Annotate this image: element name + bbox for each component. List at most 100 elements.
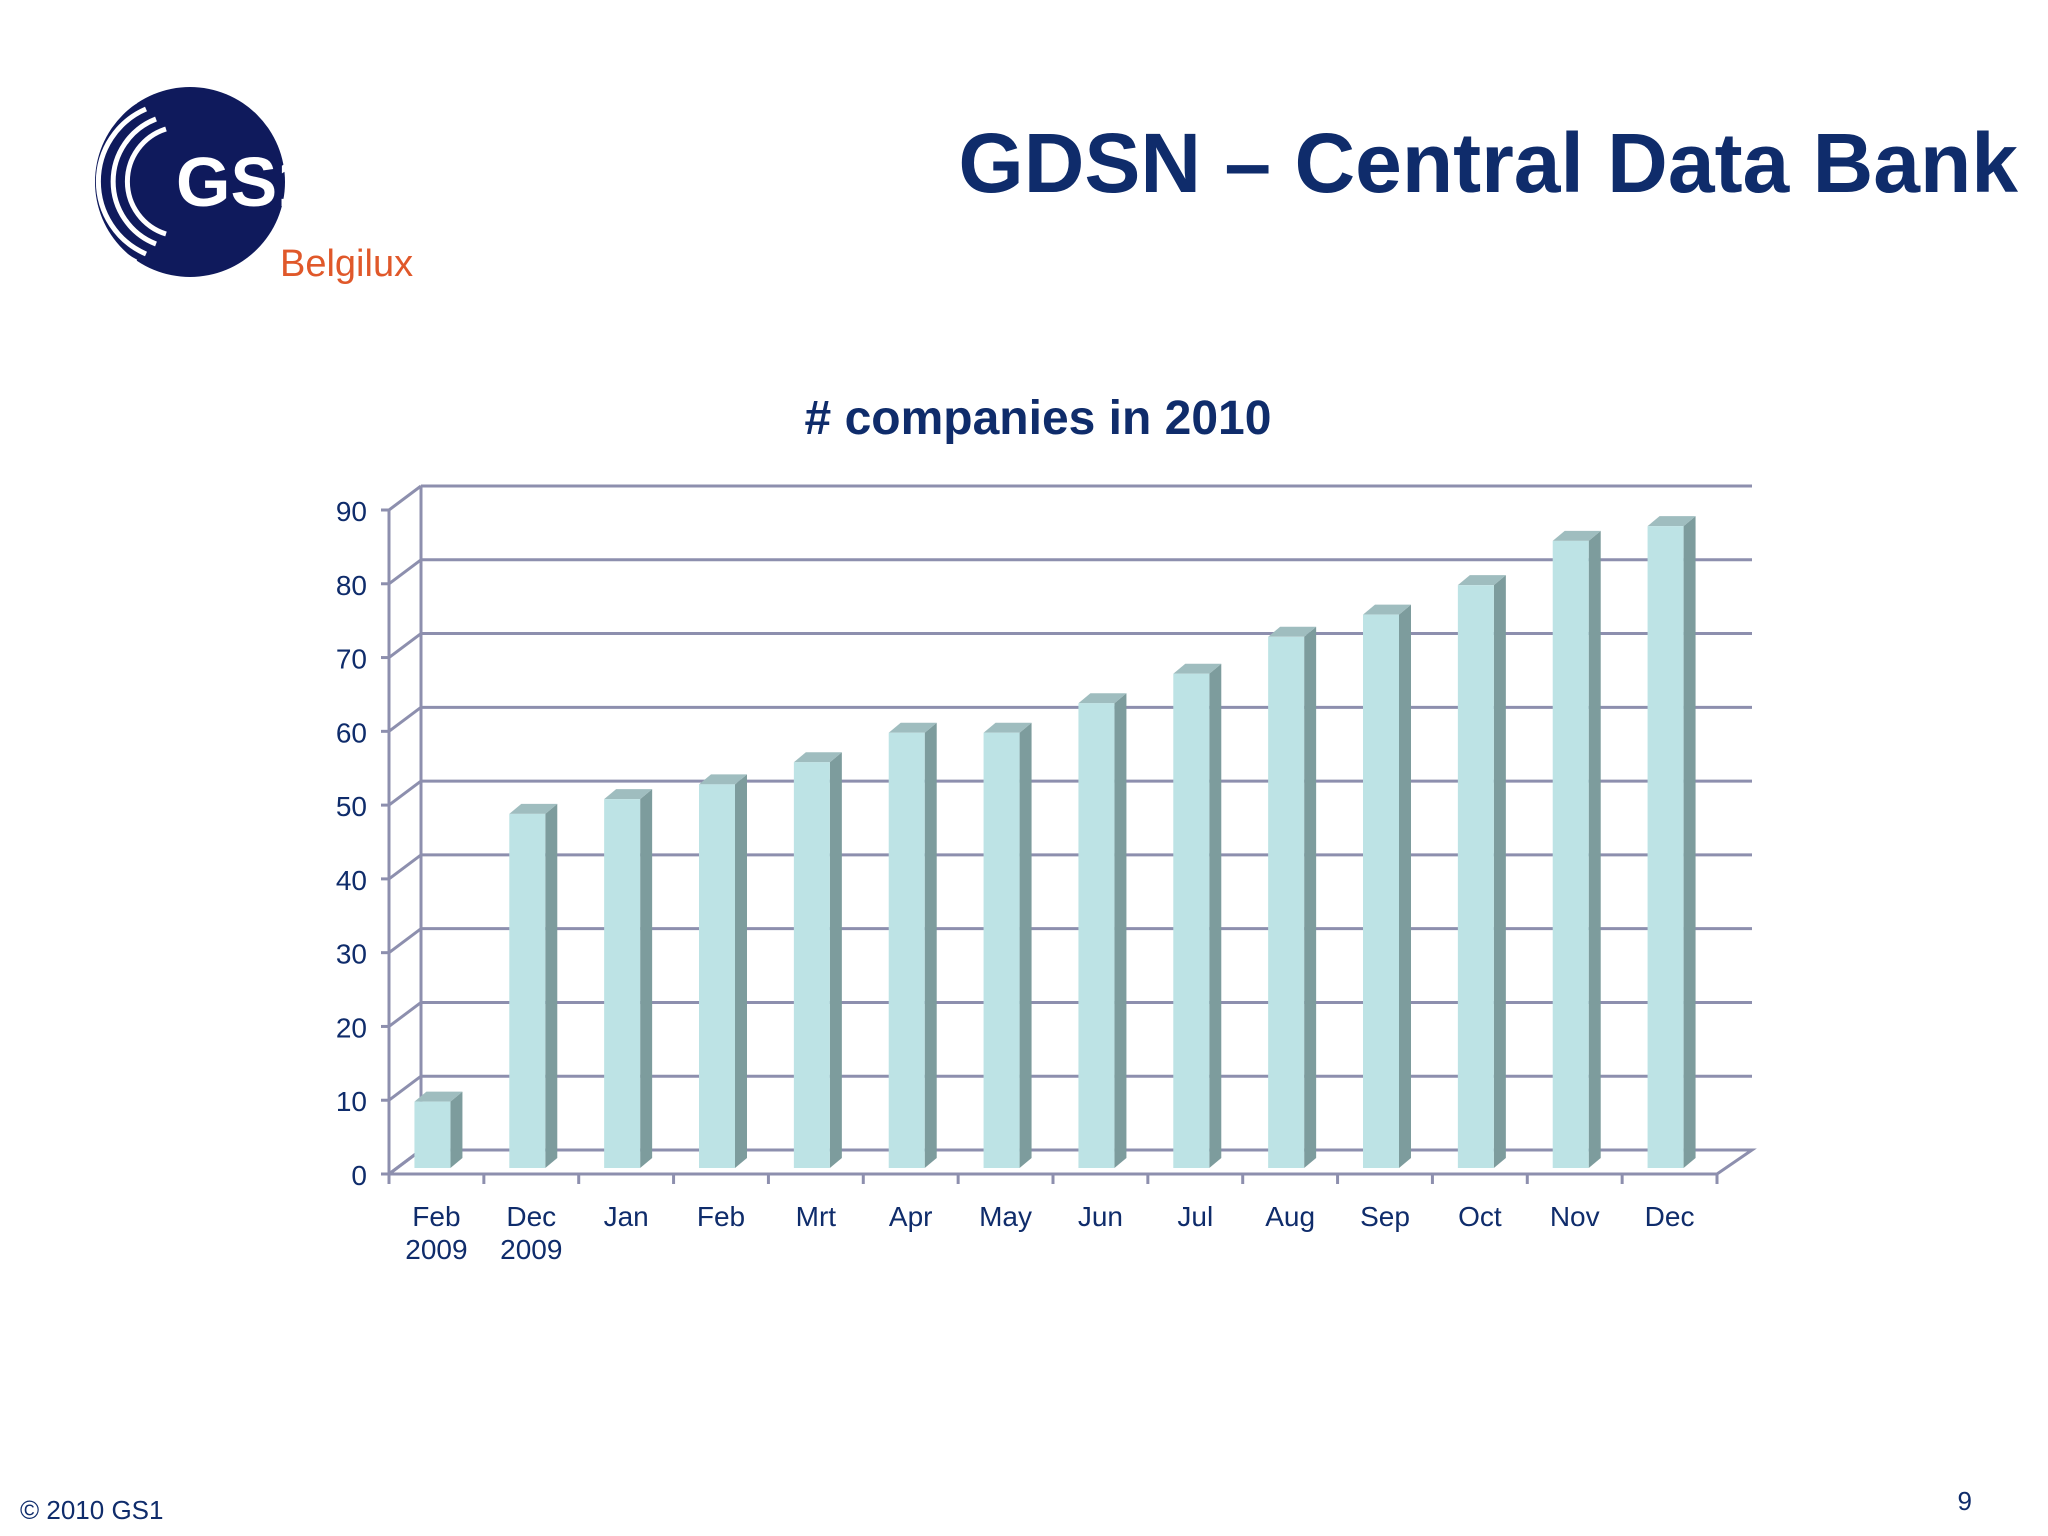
x-tick-label: Apr [889, 1201, 933, 1232]
y-tick-label: 40 [336, 865, 367, 896]
y-tick-label: 50 [336, 791, 367, 822]
bar-side [1209, 663, 1222, 1168]
x-tick-label-line: Jun [1078, 1201, 1123, 1232]
page-number: 9 [1957, 1486, 1972, 1516]
x-tick-label-line: Mrt [796, 1201, 837, 1232]
x-tick-label: Jul [1177, 1201, 1213, 1232]
x-tick-label-line: Dec [506, 1201, 556, 1232]
logo-circle [95, 87, 285, 277]
bar-side [1019, 722, 1032, 1168]
bar-top [1078, 693, 1127, 704]
y-tick-label: 70 [336, 644, 367, 675]
gridline-diagonal [388, 927, 422, 954]
bar-side [1304, 626, 1317, 1168]
bar-side [1493, 575, 1506, 1168]
x-tick-label: Feb 2009 [405, 1201, 467, 1265]
logo-arcs-icon [88, 98, 167, 265]
bar-top [699, 774, 747, 785]
bar [509, 813, 546, 1168]
bar-top [1647, 516, 1696, 527]
bar-top [983, 722, 1032, 733]
bar-top [1552, 530, 1601, 541]
y-tick-label: 30 [336, 939, 367, 970]
bar-top [888, 722, 937, 733]
y-tick-label: 20 [336, 1012, 367, 1043]
bar-top [793, 752, 842, 763]
x-tick-label-line: Nov [1550, 1201, 1600, 1232]
x-tick-label: Nov [1550, 1201, 1600, 1232]
bar-side [1683, 516, 1696, 1168]
x-tick-label-line: Jan [604, 1201, 649, 1232]
x-tick-label: Feb [697, 1201, 745, 1232]
x-tick-label: Oct [1458, 1201, 1502, 1232]
y-tick-label: 60 [336, 717, 367, 748]
bar [888, 732, 925, 1168]
x-tick-label: Dec 2009 [500, 1201, 562, 1265]
x-tick-label-line: Sep [1360, 1201, 1410, 1232]
bar-side [924, 722, 937, 1168]
bar [1268, 636, 1305, 1168]
bar-top [1457, 575, 1506, 586]
x-tick-label: Jun [1078, 1201, 1123, 1232]
bar-top [604, 789, 653, 800]
y-tick-label: 90 [336, 496, 367, 527]
x-tick-label-line: May [979, 1201, 1032, 1232]
bar-side [829, 752, 842, 1168]
y-tick-label: 10 [336, 1086, 367, 1117]
bar-top [1363, 604, 1411, 615]
x-tick-label-line: Jul [1177, 1201, 1213, 1232]
x-tick-label: Jan [604, 1201, 649, 1232]
bar-side [450, 1091, 463, 1168]
bar [1552, 540, 1589, 1168]
bar-side [1588, 530, 1601, 1168]
gridline-diagonal [388, 632, 422, 659]
bar-side [1114, 693, 1127, 1168]
bar-side [1399, 604, 1411, 1168]
y-tick-label: 80 [336, 570, 367, 601]
x-tick-label-line: Aug [1265, 1201, 1315, 1232]
bar [793, 762, 830, 1168]
bar-top [509, 803, 558, 814]
x-tick-label-line: Apr [889, 1201, 933, 1232]
gridline-diagonal [388, 779, 422, 807]
x-tick-label-line: Oct [1458, 1201, 1502, 1232]
x-tick-label-line: Dec [1645, 1201, 1695, 1232]
slide-title: GDSN – Central Data Bank [958, 116, 2018, 210]
x-tick-label: May [979, 1201, 1032, 1232]
x-tick-label-line: 2009 [500, 1234, 562, 1265]
gridline-diagonal [388, 558, 422, 585]
bar-side [640, 789, 653, 1168]
x-tick-label: Aug [1265, 1201, 1315, 1232]
y-tick-label: 0 [351, 1160, 367, 1191]
bar-top [1173, 663, 1222, 674]
logo-subtitle: Belgilux [280, 243, 413, 285]
bar [983, 732, 1020, 1168]
logo-mark: GS1 [176, 143, 316, 221]
bar [1078, 703, 1115, 1168]
bar [604, 799, 641, 1168]
bar [1647, 526, 1684, 1168]
bar [1457, 585, 1494, 1168]
gridline-diagonal [388, 484, 422, 512]
x-tick-label-line: Feb [697, 1201, 745, 1232]
chart-floor [384, 1148, 1757, 1176]
bar-top [414, 1091, 463, 1102]
copyright-footer: © 2010 GS1 [20, 1495, 164, 1525]
gridline-diagonal [388, 1001, 422, 1028]
bar [1173, 673, 1210, 1168]
bar [414, 1101, 451, 1168]
gridline-diagonal [388, 1075, 422, 1102]
bar-side [545, 803, 558, 1168]
x-tick-label: Sep [1360, 1201, 1410, 1232]
bar [1363, 614, 1399, 1168]
chart-title: # companies in 2010 [805, 392, 1272, 445]
bar [699, 784, 735, 1168]
x-tick-label-line: Feb [412, 1201, 460, 1232]
bar-top [1268, 626, 1317, 637]
x-tick-label: Mrt [796, 1201, 837, 1232]
bar-side [735, 774, 747, 1168]
gridline-diagonal [388, 706, 422, 733]
x-tick-label: Dec [1645, 1201, 1695, 1232]
